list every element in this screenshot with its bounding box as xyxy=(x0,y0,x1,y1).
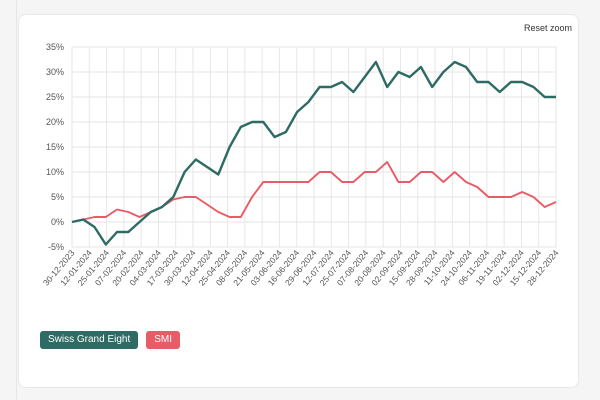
y-tick-label: -5% xyxy=(48,242,64,252)
legend-item-swiss-grand-eight[interactable]: Swiss Grand Eight xyxy=(40,331,139,349)
left-divider xyxy=(16,0,17,400)
y-tick-label: 35% xyxy=(46,42,64,52)
reset-zoom-button[interactable]: Reset zoom xyxy=(523,23,572,33)
y-tick-label: 30% xyxy=(46,67,64,77)
y-tick-label: 25% xyxy=(46,92,64,102)
y-tick-label: 20% xyxy=(46,117,64,127)
y-tick-label: 5% xyxy=(51,192,64,202)
legend: Swiss Grand Eight SMI xyxy=(40,331,181,349)
y-tick-label: 15% xyxy=(46,142,64,152)
y-tick-label: 0% xyxy=(51,217,64,227)
y-tick-label: 10% xyxy=(46,167,64,177)
legend-item-smi[interactable]: SMI xyxy=(146,331,181,349)
chart-card xyxy=(18,14,579,388)
series-line-swiss-grand-eight xyxy=(71,60,556,246)
